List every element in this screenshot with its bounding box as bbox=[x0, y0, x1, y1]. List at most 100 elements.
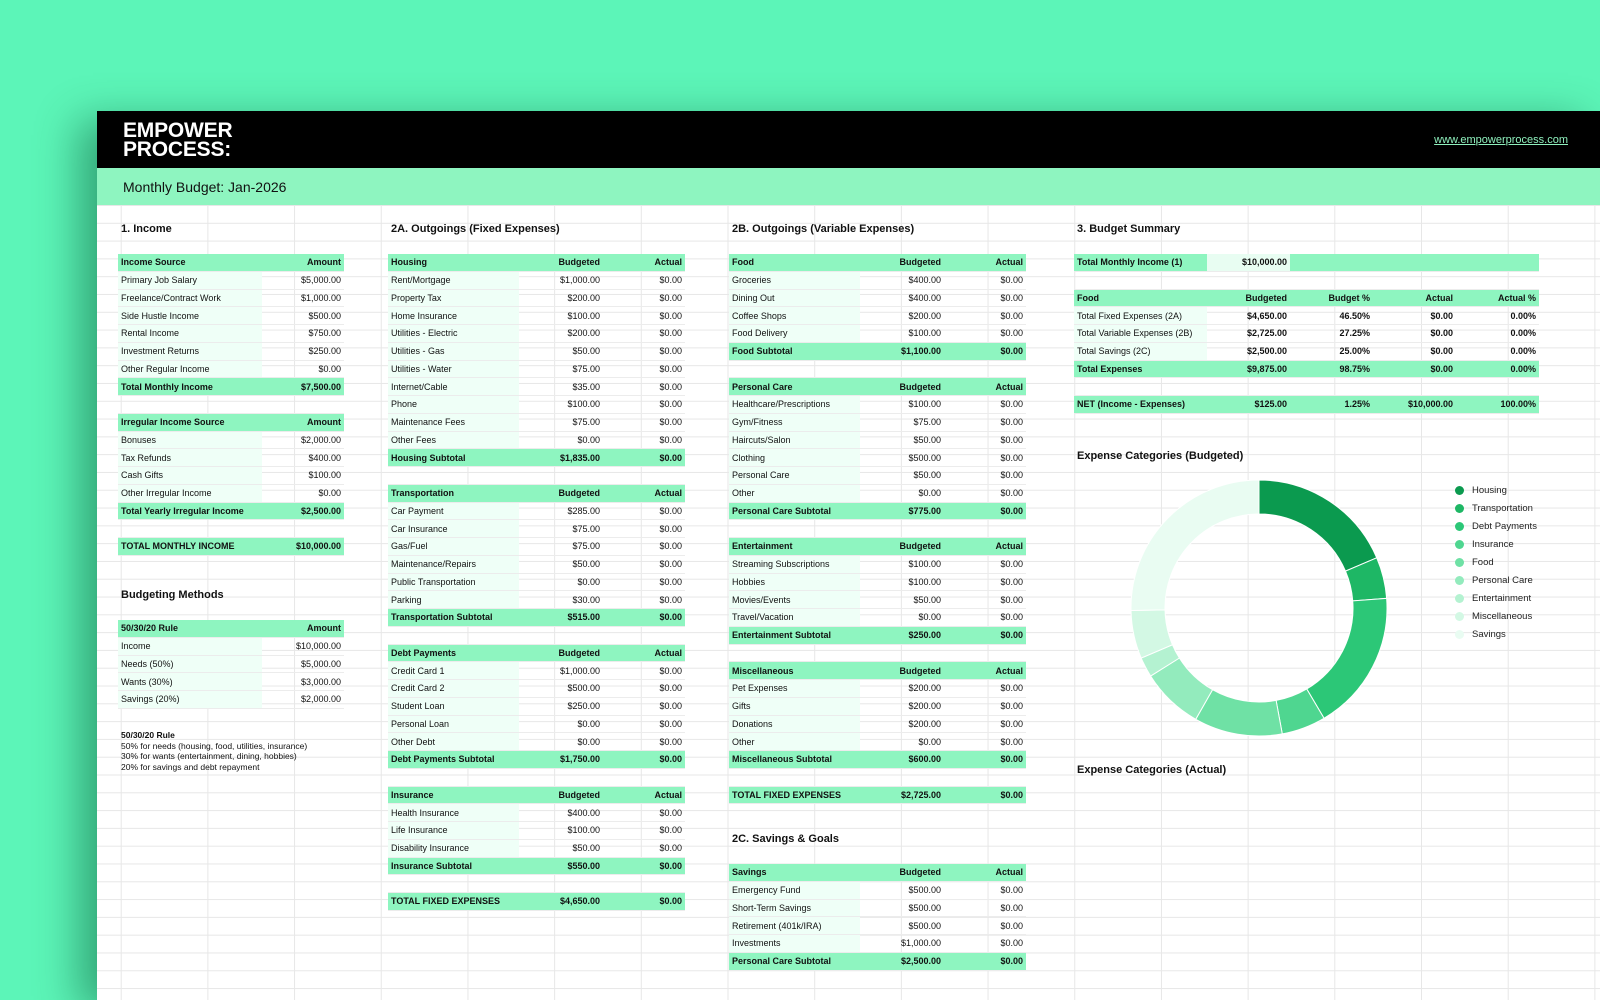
row-label-cell[interactable]: Personal Care bbox=[732, 381, 793, 392]
value-cell[interactable]: $0.00 bbox=[1430, 346, 1453, 357]
value-cell[interactable]: $0.00 bbox=[1000, 470, 1023, 481]
row-label-cell[interactable]: Utilities - Gas bbox=[388, 342, 519, 360]
value-cell[interactable]: $0.00 bbox=[1000, 559, 1023, 570]
value-cell[interactable]: $200.00 bbox=[567, 292, 600, 303]
row-label-cell[interactable]: Rent/Mortgage bbox=[388, 271, 519, 289]
value-cell[interactable]: $5,000.00 bbox=[300, 658, 341, 669]
value-cell[interactable]: $0.00 bbox=[659, 363, 682, 374]
value-cell[interactable]: $0.00 bbox=[659, 683, 682, 694]
value-cell[interactable]: $30.00 bbox=[572, 594, 600, 605]
value-cell[interactable]: $0.00 bbox=[1000, 956, 1023, 967]
row-label-cell[interactable]: Total Savings (2C) bbox=[1074, 342, 1207, 360]
value-cell[interactable]: $100.00 bbox=[567, 825, 600, 836]
row-label-cell[interactable]: Parking bbox=[388, 591, 519, 608]
legend-item[interactable]: Debt Payments bbox=[1455, 517, 1537, 535]
row-label-cell[interactable]: Total Monthly Income bbox=[121, 381, 213, 392]
row-label-cell[interactable]: Tax Refunds bbox=[118, 449, 262, 466]
row-label-cell[interactable]: Housing Subtotal bbox=[391, 452, 466, 463]
value-cell[interactable]: $50.00 bbox=[913, 594, 941, 605]
value-cell[interactable]: $0.00 bbox=[659, 718, 682, 729]
row-label-cell[interactable]: Utilities - Electric bbox=[388, 325, 519, 342]
value-cell[interactable]: $0.00 bbox=[918, 736, 941, 747]
value-cell[interactable]: $4,650.00 bbox=[1246, 310, 1287, 321]
value-cell[interactable]: $0.00 bbox=[1000, 488, 1023, 499]
row-label-cell[interactable]: TOTAL FIXED EXPENSES bbox=[732, 789, 842, 800]
value-cell[interactable]: $100.00 bbox=[567, 310, 600, 321]
value-cell[interactable]: $400.00 bbox=[567, 807, 600, 818]
row-label-cell[interactable]: Personal Care Subtotal bbox=[732, 505, 832, 516]
value-cell[interactable]: $0.00 bbox=[1000, 417, 1023, 428]
value-cell[interactable]: $500.00 bbox=[908, 885, 941, 896]
value-cell[interactable]: $775.00 bbox=[908, 505, 941, 516]
value-cell[interactable]: $75.00 bbox=[572, 523, 600, 534]
row-label-cell[interactable]: Pet Expenses bbox=[729, 680, 860, 697]
value-cell[interactable]: 98.75% bbox=[1339, 363, 1370, 374]
row-label-cell[interactable]: Other Irregular Income bbox=[118, 484, 262, 502]
value-cell[interactable]: $0.00 bbox=[1430, 363, 1453, 374]
value-cell[interactable]: $0.00 bbox=[1000, 346, 1023, 357]
row-label-cell[interactable]: Food Delivery bbox=[729, 325, 860, 342]
value-cell[interactable]: Budgeted bbox=[558, 488, 601, 499]
row-label-cell[interactable]: Food Subtotal bbox=[732, 346, 793, 357]
value-cell[interactable]: $100.00 bbox=[908, 576, 941, 587]
row-label-cell[interactable]: Car Insurance bbox=[388, 520, 519, 537]
value-cell[interactable]: $0.00 bbox=[1000, 505, 1023, 516]
value-cell[interactable]: $0.00 bbox=[1000, 701, 1023, 712]
legend-item[interactable]: Transportation bbox=[1455, 499, 1537, 517]
value-cell[interactable]: $0.00 bbox=[659, 825, 682, 836]
value-cell[interactable]: Actual bbox=[995, 665, 1023, 676]
value-cell[interactable]: $250.00 bbox=[308, 346, 341, 357]
value-cell[interactable]: $0.00 bbox=[1000, 292, 1023, 303]
row-label-cell[interactable]: Internet/Cable bbox=[388, 378, 519, 395]
row-label-cell[interactable]: Gifts bbox=[729, 697, 860, 715]
row-label-cell[interactable]: Rental Income bbox=[118, 325, 262, 342]
value-cell[interactable]: $0.00 bbox=[659, 576, 682, 587]
value-cell[interactable]: $1,000.00 bbox=[300, 292, 341, 303]
value-cell[interactable]: $0.00 bbox=[577, 434, 600, 445]
value-cell[interactable]: $0.00 bbox=[318, 363, 341, 374]
value-cell[interactable]: $10,000.00 bbox=[1407, 399, 1453, 410]
value-cell[interactable]: $10,000.00 bbox=[295, 541, 341, 552]
donut-slice-debt-payments[interactable] bbox=[1306, 597, 1388, 719]
row-label-cell[interactable]: Total Variable Expenses (2B) bbox=[1074, 325, 1207, 342]
value-cell[interactable]: Actual bbox=[995, 257, 1023, 268]
value-cell[interactable]: $1,835.00 bbox=[559, 452, 600, 463]
legend-item[interactable]: Miscellaneous bbox=[1455, 607, 1537, 625]
value-cell[interactable]: $200.00 bbox=[908, 718, 941, 729]
value-cell[interactable]: $0.00 bbox=[1000, 789, 1023, 800]
row-label-cell[interactable]: Miscellaneous bbox=[732, 665, 794, 676]
value-cell[interactable]: $50.00 bbox=[913, 434, 941, 445]
value-cell[interactable]: $0.00 bbox=[1430, 310, 1453, 321]
value-cell[interactable]: Amount bbox=[307, 417, 341, 428]
row-label-cell[interactable]: Transportation bbox=[391, 488, 455, 499]
value-cell[interactable]: $100.00 bbox=[908, 559, 941, 570]
value-cell[interactable]: $0.00 bbox=[1000, 399, 1023, 410]
row-label-cell[interactable]: Entertainment Subtotal bbox=[732, 630, 832, 641]
value-cell[interactable]: 0.00% bbox=[1510, 328, 1536, 339]
value-cell[interactable]: $35.00 bbox=[572, 381, 600, 392]
value-cell[interactable]: $0.00 bbox=[659, 612, 682, 623]
value-cell[interactable]: $5,000.00 bbox=[300, 275, 341, 286]
value-cell[interactable]: Amount bbox=[307, 623, 341, 634]
value-cell[interactable]: $1,000.00 bbox=[559, 665, 600, 676]
row-label-cell[interactable]: Car Payment bbox=[388, 502, 519, 520]
row-label-cell[interactable]: Personal Loan bbox=[388, 715, 519, 733]
row-label-cell[interactable]: Utilities - Water bbox=[388, 360, 519, 378]
value-cell[interactable]: $500.00 bbox=[908, 452, 941, 463]
value-cell[interactable]: 0.00% bbox=[1510, 363, 1536, 374]
value-cell[interactable]: Actual bbox=[654, 488, 682, 499]
value-cell[interactable]: $250.00 bbox=[908, 630, 941, 641]
row-label-cell[interactable]: Donations bbox=[729, 715, 860, 733]
value-cell[interactable]: $0.00 bbox=[659, 328, 682, 339]
row-label-cell[interactable]: Dining Out bbox=[729, 289, 860, 307]
value-cell[interactable]: $0.00 bbox=[1000, 630, 1023, 641]
value-cell[interactable]: $0.00 bbox=[659, 399, 682, 410]
value-cell[interactable]: Budgeted bbox=[899, 665, 942, 676]
value-cell[interactable]: 100.00% bbox=[1500, 399, 1536, 410]
value-cell[interactable]: $515.00 bbox=[567, 612, 600, 623]
value-cell[interactable]: Actual % bbox=[1497, 292, 1536, 303]
row-label-cell[interactable]: TOTAL MONTHLY INCOME bbox=[121, 541, 235, 552]
value-cell[interactable]: $9,875.00 bbox=[1246, 363, 1287, 374]
value-cell[interactable]: Actual bbox=[654, 789, 682, 800]
row-label-cell[interactable]: Gas/Fuel bbox=[388, 538, 519, 555]
